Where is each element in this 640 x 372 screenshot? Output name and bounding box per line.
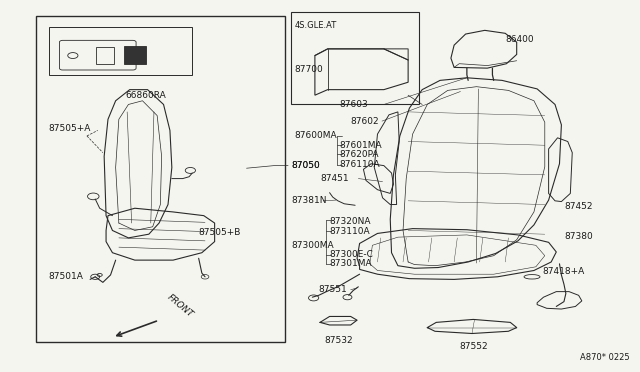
Text: 87418+A: 87418+A (542, 267, 584, 276)
Text: 876110A: 876110A (339, 160, 380, 169)
Text: 86400: 86400 (505, 35, 534, 44)
Text: 87451: 87451 (320, 174, 349, 183)
Text: 87601MA: 87601MA (339, 141, 382, 150)
Text: 87700: 87700 (294, 65, 323, 74)
Text: FRONT: FRONT (166, 293, 195, 320)
Text: 4S.GLE.AT: 4S.GLE.AT (294, 21, 337, 30)
Text: 87620PA: 87620PA (339, 150, 379, 159)
Text: 873110A: 873110A (330, 227, 370, 236)
Text: 87300MA: 87300MA (291, 241, 334, 250)
Text: 87381N: 87381N (291, 196, 327, 205)
Bar (97, 46, 115, 64)
Text: 87452: 87452 (564, 202, 593, 211)
Text: 87050: 87050 (291, 161, 320, 170)
Text: 87380: 87380 (564, 231, 593, 241)
Text: 87050: 87050 (291, 161, 320, 170)
Bar (124, 46, 147, 64)
Bar (291, 12, 419, 105)
Text: 87600MA: 87600MA (294, 131, 337, 141)
Text: 87602: 87602 (350, 117, 379, 126)
Bar (49, 27, 192, 75)
Text: 87532: 87532 (325, 336, 353, 346)
Text: 87505+A: 87505+A (49, 124, 91, 133)
Text: 87320NA: 87320NA (330, 217, 371, 226)
Text: 87552: 87552 (459, 341, 488, 350)
Text: 87301MA: 87301MA (330, 259, 372, 268)
Text: 87501A: 87501A (49, 272, 83, 281)
Text: 66860RA: 66860RA (125, 91, 166, 100)
Bar (36, 16, 285, 341)
Text: 87505+B: 87505+B (198, 228, 241, 237)
Text: 87300E-C: 87300E-C (330, 250, 374, 259)
Text: 87551: 87551 (319, 285, 348, 294)
Text: A870* 0225: A870* 0225 (580, 353, 630, 362)
Text: 87603: 87603 (339, 100, 368, 109)
